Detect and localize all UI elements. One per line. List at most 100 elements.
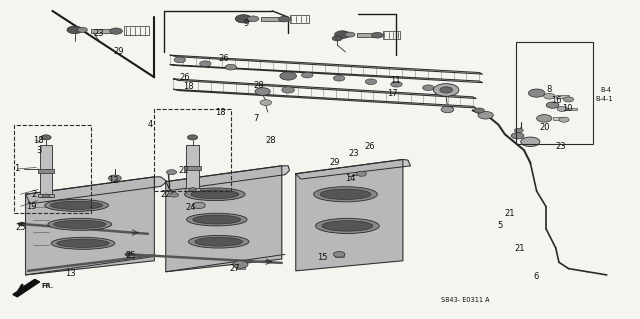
Circle shape [335, 31, 350, 38]
Text: 18: 18 [183, 82, 194, 91]
Polygon shape [13, 280, 40, 297]
Ellipse shape [51, 237, 115, 249]
Text: 20: 20 [540, 123, 550, 132]
Text: 24: 24 [185, 203, 195, 212]
Circle shape [333, 75, 345, 81]
Ellipse shape [320, 189, 371, 199]
Text: 6: 6 [534, 272, 539, 281]
Circle shape [236, 15, 252, 23]
Circle shape [365, 79, 377, 85]
Bar [40, 145, 52, 197]
Ellipse shape [51, 201, 102, 210]
Text: B-4-1: B-4-1 [595, 96, 613, 102]
Bar [184, 166, 201, 170]
Text: 25: 25 [15, 223, 26, 232]
Text: 13: 13 [65, 269, 76, 278]
Ellipse shape [195, 237, 243, 246]
Text: 5: 5 [497, 221, 502, 230]
Circle shape [529, 89, 545, 97]
Circle shape [193, 202, 205, 209]
Circle shape [77, 27, 88, 33]
Ellipse shape [186, 213, 247, 226]
Ellipse shape [191, 190, 239, 199]
Polygon shape [26, 177, 154, 275]
Circle shape [474, 108, 484, 113]
Text: 2: 2 [31, 190, 36, 199]
Circle shape [174, 57, 186, 63]
Text: 1: 1 [14, 165, 19, 174]
Bar [186, 145, 199, 191]
Text: 8: 8 [546, 85, 552, 94]
Circle shape [440, 87, 452, 93]
Bar [38, 194, 54, 197]
Circle shape [332, 36, 342, 41]
Bar [38, 169, 54, 173]
Polygon shape [173, 89, 476, 108]
Text: 27: 27 [230, 264, 240, 273]
Circle shape [372, 33, 383, 38]
Text: FR.: FR. [41, 283, 53, 289]
Ellipse shape [322, 221, 373, 231]
Ellipse shape [193, 215, 241, 224]
Circle shape [521, 137, 540, 146]
Bar [14, 125, 91, 213]
Polygon shape [173, 79, 476, 99]
Text: 21: 21 [505, 209, 515, 218]
Circle shape [18, 222, 26, 226]
Text: 7: 7 [253, 114, 259, 123]
Polygon shape [166, 166, 289, 190]
Ellipse shape [316, 218, 380, 234]
Circle shape [422, 85, 434, 91]
Polygon shape [296, 160, 410, 179]
Circle shape [42, 194, 50, 198]
Text: 26: 26 [365, 142, 375, 151]
Text: 4: 4 [148, 120, 153, 129]
Text: 18: 18 [33, 136, 44, 145]
Circle shape [67, 26, 83, 33]
Text: 18: 18 [215, 108, 225, 116]
Circle shape [125, 252, 132, 256]
Text: 26: 26 [218, 54, 228, 63]
Text: S843- E0311 A: S843- E0311 A [441, 297, 490, 303]
Circle shape [478, 111, 493, 119]
Bar [357, 33, 376, 37]
Circle shape [543, 93, 555, 99]
Circle shape [108, 175, 121, 181]
Circle shape [563, 97, 573, 102]
Text: 9: 9 [244, 19, 249, 28]
Bar [124, 26, 148, 35]
Bar [91, 29, 116, 33]
Circle shape [333, 251, 345, 257]
Circle shape [233, 261, 248, 268]
Circle shape [260, 100, 271, 105]
Polygon shape [170, 55, 483, 74]
Text: 25: 25 [125, 251, 136, 260]
Circle shape [282, 87, 294, 93]
Circle shape [345, 32, 355, 37]
Ellipse shape [48, 218, 111, 230]
Circle shape [189, 188, 196, 191]
Circle shape [247, 16, 259, 22]
Bar [290, 15, 309, 23]
Text: 19: 19 [26, 203, 36, 211]
Circle shape [557, 106, 567, 111]
Circle shape [166, 170, 177, 175]
Bar [335, 254, 344, 257]
Bar [236, 265, 246, 269]
Circle shape [170, 193, 179, 197]
Circle shape [280, 72, 296, 80]
Circle shape [255, 88, 270, 95]
Circle shape [278, 16, 290, 22]
Text: 29: 29 [113, 48, 124, 56]
Polygon shape [26, 177, 167, 204]
Ellipse shape [188, 235, 249, 248]
Circle shape [559, 117, 569, 122]
Text: 22: 22 [179, 166, 189, 175]
Bar [516, 42, 593, 144]
Text: B-4: B-4 [600, 87, 611, 93]
Circle shape [441, 106, 454, 113]
Text: 10: 10 [562, 104, 573, 113]
Bar [552, 117, 564, 120]
Circle shape [433, 84, 459, 96]
Circle shape [200, 61, 211, 67]
